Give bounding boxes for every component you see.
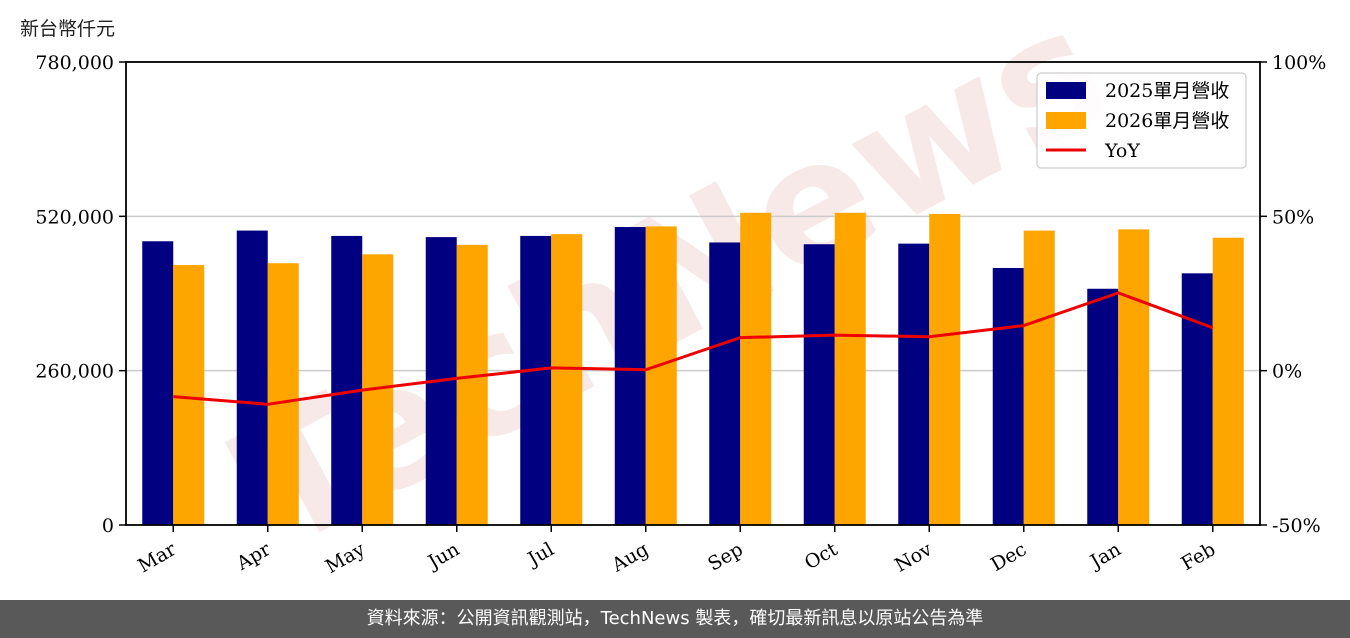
- x-tick-label-mar: Mar: [134, 538, 180, 577]
- left-tick-label: 0: [102, 515, 114, 537]
- right-tick-label: 0%: [1272, 361, 1302, 383]
- legend: 2025單月營收 2026單月營收 YoY: [1036, 72, 1247, 169]
- bar-2025-apr: [236, 230, 268, 526]
- x-tick-label-jun: Jun: [423, 538, 464, 574]
- bar-2026-feb: [1212, 237, 1244, 525]
- x-tick-label-jan: Jan: [1085, 538, 1125, 574]
- bar-2025-sep: [709, 242, 741, 525]
- plot-frame: [125, 61, 1261, 526]
- bar-2026-jul: [551, 234, 583, 525]
- bar-2026-jun: [456, 244, 488, 526]
- right-tick-label: -50%: [1272, 515, 1321, 537]
- x-tick-label-nov: Nov: [891, 538, 936, 577]
- bar-2026-mar: [173, 265, 205, 525]
- bars: [142, 212, 1244, 526]
- x-tick-label-jul: Jul: [523, 538, 558, 571]
- bar-2025-dec: [992, 267, 1024, 525]
- legend-swatch-1: [1046, 112, 1086, 129]
- left-tick-label: 780,000: [35, 52, 114, 74]
- bar-2025-feb: [1181, 273, 1213, 525]
- x-tick-label-dec: Dec: [987, 538, 1030, 576]
- x-tick-label-apr: Apr: [232, 538, 275, 575]
- bar-2025-jan: [1087, 288, 1119, 525]
- bar-2025-mar: [142, 241, 174, 525]
- bar-2026-jan: [1118, 229, 1150, 525]
- legend-label-0: 2025單月營收: [1105, 80, 1229, 102]
- legend-label-1: 2026單月營收: [1105, 110, 1229, 132]
- bar-2025-aug: [614, 227, 646, 525]
- right-tick-label: 100%: [1272, 52, 1326, 74]
- x-tick-label-sep: Sep: [704, 538, 747, 575]
- grid-lines: [126, 215, 1260, 372]
- legend-label-2: YoY: [1104, 140, 1140, 162]
- yoy-line: [173, 291, 1214, 406]
- legend-box: [1036, 72, 1247, 169]
- bar-2025-oct: [803, 244, 835, 525]
- left-tick-label: 260,000: [35, 361, 114, 383]
- bar-2025-jul: [520, 235, 552, 525]
- x-tick-label-oct: Oct: [801, 538, 842, 574]
- x-tick-label-feb: Feb: [1177, 538, 1219, 575]
- yoy-line-layer: [173, 291, 1214, 406]
- bar-2026-nov: [929, 213, 961, 525]
- bar-line-chart: TechNews 0260,000520,000780,000-50%0%50%…: [35, 0, 1326, 588]
- bar-2026-aug: [645, 226, 677, 525]
- legend-swatch-0: [1046, 82, 1086, 99]
- bar-2026-dec: [1023, 230, 1055, 526]
- bar-2026-sep: [740, 212, 772, 525]
- y-axis-unit-label: 新台幣仟元: [20, 18, 116, 40]
- source-footer: 資料來源：公開資訊觀測站，TechNews 製表，確切最新訊息以原站公告為準: [0, 600, 1350, 638]
- bar-2025-nov: [898, 243, 930, 525]
- left-tick-label: 520,000: [35, 206, 114, 228]
- right-tick-label: 50%: [1272, 206, 1314, 228]
- bar-2025-may: [331, 235, 363, 525]
- bar-2026-oct: [834, 212, 866, 525]
- bar-2026-apr: [267, 263, 299, 525]
- x-tick-label-aug: Aug: [607, 538, 652, 577]
